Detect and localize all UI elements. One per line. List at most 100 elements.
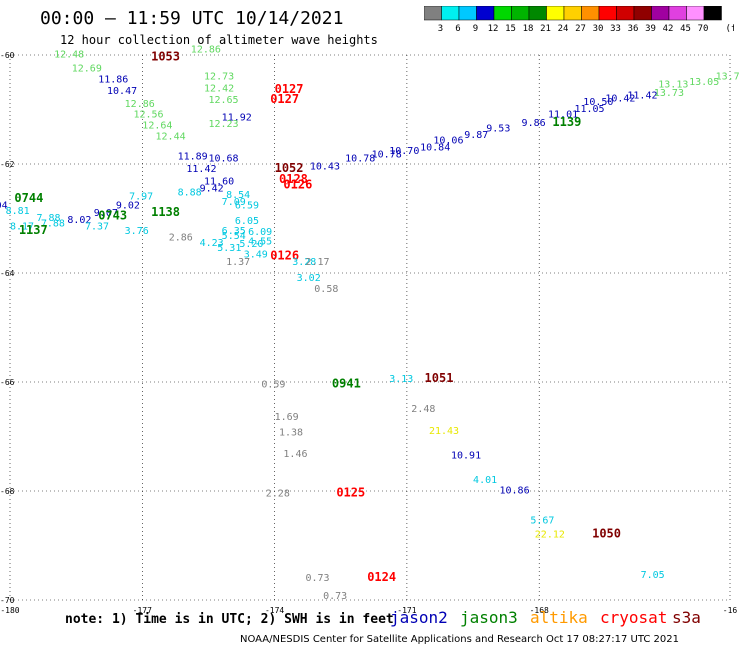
lat-tick-label: -70 xyxy=(0,596,15,605)
legend-altika: altika xyxy=(530,608,588,627)
wave-height-label: 9.87 xyxy=(464,130,488,141)
wave-height-label: 11.05 xyxy=(574,104,604,115)
wave-height-label: 4.01 xyxy=(473,475,497,486)
wave-height-label: 11.92 xyxy=(222,112,252,123)
wave-height-label: 12.69 xyxy=(72,63,102,74)
wave-height-label: 9.04 xyxy=(0,201,8,212)
pass-time-label: 1052 xyxy=(275,161,304,175)
wave-height-label: 10.86 xyxy=(500,486,530,497)
credit-line: NOAA/NESDIS Center for Satellite Applica… xyxy=(240,634,679,645)
wave-height-label: 7.09 xyxy=(222,197,246,208)
wave-height-label: 7.88 xyxy=(41,219,65,230)
wave-height-label: 5.31 xyxy=(217,243,241,254)
wave-height-label: 6.59 xyxy=(235,201,259,212)
colorbar-label: 27 xyxy=(575,24,586,34)
wave-height-label: 9.53 xyxy=(486,123,510,134)
wave-height-label: 5.67 xyxy=(530,516,554,527)
wave-height-label: 11.01 xyxy=(548,110,578,121)
pass-time-label: 0128 xyxy=(279,172,308,186)
colorbar-label: 24 xyxy=(558,24,569,34)
wave-height-label: 1.46 xyxy=(283,449,307,460)
wave-height-label: 3.13 xyxy=(389,374,413,385)
wave-height-label: 10.70 xyxy=(389,146,419,157)
wave-height-label: 10.06 xyxy=(433,135,463,146)
wave-height-label: 10.47 xyxy=(107,86,137,97)
lon-tick-label: -180 xyxy=(0,606,19,615)
pass-time-label: 0126 xyxy=(283,178,312,192)
colorbar-label: 15 xyxy=(505,24,516,34)
pass-time-label: 0743 xyxy=(98,209,127,223)
wave-height-label: 0.73 xyxy=(323,591,347,602)
wave-height-label: 12.44 xyxy=(156,131,186,142)
wave-height-label: 8.54 xyxy=(226,190,250,201)
legend-jason3: jason3 xyxy=(460,608,518,627)
wave-height-label: 7.05 xyxy=(641,570,665,581)
lat-tick-label: -64 xyxy=(0,269,15,278)
wave-height-label: 10.84 xyxy=(420,142,450,153)
wave-height-label: 2.48 xyxy=(411,404,435,415)
wave-height-label: 12.48 xyxy=(54,50,84,61)
wave-height-label: 2.28 xyxy=(266,488,290,499)
wave-height-label: 12.86 xyxy=(125,99,155,110)
wave-height-label: 3.02 xyxy=(297,273,321,284)
wave-height-label: 2.17 xyxy=(305,257,329,268)
wave-height-label: 12.56 xyxy=(133,110,163,121)
pass-time-label: 1137 xyxy=(19,223,48,237)
lat-tick-label: -66 xyxy=(0,378,15,387)
wave-height-label: 1.69 xyxy=(275,412,299,423)
pass-time-label: 0744 xyxy=(14,191,43,205)
wave-height-label: 1.38 xyxy=(279,427,303,438)
pass-time-label: 1051 xyxy=(425,371,454,385)
wave-height-label: 0.59 xyxy=(261,379,285,390)
wave-height-label: 3.76 xyxy=(125,226,149,237)
colorbar-label: 3 xyxy=(438,24,443,34)
lon-tick-label: -168 xyxy=(530,606,549,615)
wave-height-label: 2.86 xyxy=(169,232,193,243)
wave-height-label: 10.68 xyxy=(208,153,238,164)
wave-height-label: 11.89 xyxy=(178,152,208,163)
colorbar-label: 21 xyxy=(540,24,551,34)
wave-height-label: 0.73 xyxy=(305,573,329,584)
legend-jason2: jason2 xyxy=(390,608,448,627)
wave-height-label: 21.43 xyxy=(429,426,459,437)
wave-height-label: 12.86 xyxy=(191,44,221,55)
wave-height-label: 12.65 xyxy=(208,95,238,106)
wave-height-label: 5.20 xyxy=(239,239,263,250)
wave-height-label: 10.50 xyxy=(583,97,613,108)
pass-time-label: 1138 xyxy=(151,205,180,219)
wave-height-label: 12.23 xyxy=(208,119,238,130)
map-title: 00:00 – 11:59 UTC 10/14/2021 xyxy=(40,8,344,29)
colorbar-label: 9 xyxy=(473,24,478,34)
lat-tick-label: -60 xyxy=(0,51,15,60)
wave-height-label: 8.88 xyxy=(178,188,202,199)
wave-height-label: 11.42 xyxy=(186,164,216,175)
wave-height-label: 11.42 xyxy=(627,91,657,102)
wave-height-label: 13.73 xyxy=(654,88,684,99)
wave-height-label: 9.42 xyxy=(200,183,224,194)
wave-height-label: 12.64 xyxy=(142,121,172,132)
wave-height-label: 11.86 xyxy=(98,74,128,85)
wave-height-label: 6.35 xyxy=(222,226,246,237)
wave-height-label: 6.09 xyxy=(248,227,272,238)
wave-height-label: 10.91 xyxy=(451,450,481,461)
wave-height-label: 3.28 xyxy=(292,257,316,268)
wave-height-label: 8.02 xyxy=(67,215,91,226)
colorbar-label: 12 xyxy=(488,24,499,34)
wave-height-label: 6.05 xyxy=(235,216,259,227)
colorbar-unit: (ft) xyxy=(726,24,735,34)
lat-tick-label: -68 xyxy=(0,487,15,496)
wave-height-label: 13.73 xyxy=(716,72,740,83)
lon-tick-label: -16 xyxy=(723,606,738,615)
wave-height-label: 5.54 xyxy=(222,231,246,242)
pass-time-label: 0127 xyxy=(275,82,304,96)
wave-height-label: 10.78 xyxy=(345,153,375,164)
wave-height-label: 10.42 xyxy=(605,93,635,104)
wave-height-label: 7.97 xyxy=(129,191,153,202)
legend-s3a: s3a xyxy=(672,608,701,627)
pass-time-label: 1053 xyxy=(151,49,180,63)
wave-height-label: 7.37 xyxy=(85,221,109,232)
wave-height-label: 8.81 xyxy=(6,206,30,217)
wave-height-label: 12.73 xyxy=(204,72,234,83)
